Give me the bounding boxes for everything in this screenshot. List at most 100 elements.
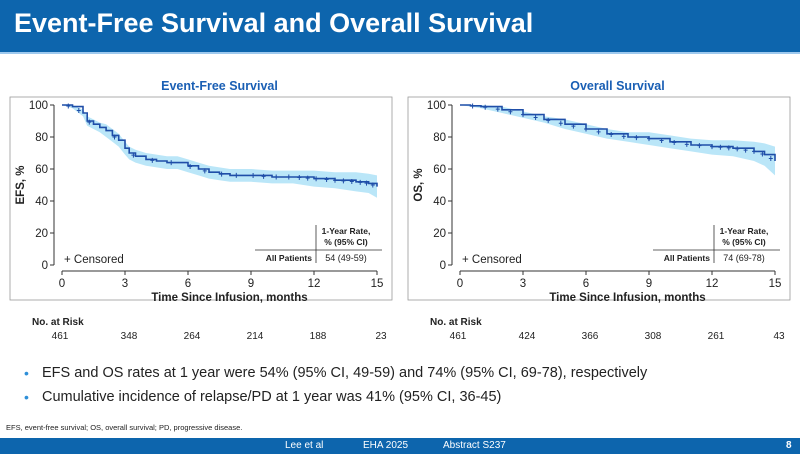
- censor-mark: [726, 145, 731, 151]
- at-risk-label: No. at Risk: [430, 317, 482, 328]
- censor-mark: [743, 147, 748, 153]
- y-tick-label: 40: [433, 196, 446, 208]
- censor-mark: [672, 139, 677, 145]
- y-axis-label: EFS, %: [15, 166, 27, 205]
- footer-bar: Lee et al EHA 2025 Abstract S237 8: [0, 438, 800, 454]
- at-risk-count: 461: [52, 331, 69, 342]
- censored-legend: + Censored: [462, 254, 522, 266]
- bullet-dot-icon: •: [24, 365, 29, 381]
- x-axis-label: Time Since Infusion, months: [151, 292, 307, 304]
- censor-mark: [169, 160, 174, 166]
- censor-mark: [131, 152, 136, 158]
- censor-mark: [286, 174, 291, 180]
- censor-mark: [364, 180, 369, 186]
- x-tick-label: 3: [520, 278, 526, 290]
- censor-mark: [261, 173, 266, 179]
- censor-mark: [188, 163, 193, 169]
- censor-mark: [634, 135, 639, 141]
- rate-table-row-label: All Patients: [266, 253, 313, 263]
- censor-mark: [752, 148, 756, 154]
- footer-abstract: Abstract S237: [443, 440, 506, 451]
- censor-mark: [112, 134, 117, 140]
- y-tick-label: 40: [35, 196, 48, 208]
- at-risk-count: 424: [519, 331, 536, 342]
- censored-legend: + Censored: [64, 254, 124, 266]
- bullet-list: • EFS and OS rates at 1 year were 54% (9…: [20, 362, 780, 410]
- bullet-dot-icon: •: [24, 389, 29, 405]
- at-risk-count: 261: [708, 331, 725, 342]
- y-tick-label: 20: [433, 228, 446, 240]
- rate-table-row-label: All Patients: [664, 253, 711, 263]
- y-tick-label: 0: [440, 260, 446, 272]
- title-bar: Event-Free Survival and Overall Survival: [0, 0, 800, 52]
- censor-mark: [621, 133, 626, 139]
- os-chart: Overall Survival 0 20 40 60 80 100 OS, % 0 3 6 9 12 1…: [398, 72, 798, 344]
- x-tick-label: 6: [583, 278, 589, 290]
- efs-chart-svg: Event-Free Survival 0 20 40 60 80 100 EFS, % 0 3 6…: [9, 79, 393, 342]
- rate-table-header: % (95% CI): [722, 237, 766, 247]
- chart-title: Event-Free Survival: [161, 79, 278, 93]
- censor-mark: [768, 155, 773, 161]
- censor-mark: [495, 106, 500, 112]
- confidence-band: [62, 105, 377, 198]
- x-tick-label: 12: [308, 278, 321, 290]
- footer-page-number: 8: [786, 440, 792, 451]
- censor-mark: [609, 131, 614, 137]
- bullet-text: EFS and OS rates at 1 year were 54% (95%…: [42, 365, 648, 381]
- x-tick-label: 12: [706, 278, 719, 290]
- at-risk-count: 461: [450, 331, 467, 342]
- censor-mark: [341, 178, 346, 184]
- bullet-item: • Cumulative incidence of relapse/PD at …: [20, 386, 780, 410]
- footer-author: Lee et al: [285, 440, 324, 451]
- censor-mark: [533, 114, 538, 120]
- os-chart-svg: Overall Survival 0 20 40 60 80 100 OS, % 0 3 6 9 12 1…: [407, 79, 791, 342]
- x-tick-label: 3: [122, 278, 128, 290]
- censor-mark: [718, 144, 723, 150]
- rate-table-header: 1-Year Rate,: [720, 226, 769, 236]
- at-risk-label: No. at Risk: [32, 317, 84, 328]
- censor-mark: [234, 172, 239, 178]
- censor-mark: [735, 146, 740, 152]
- censor-mark: [483, 104, 488, 110]
- rate-table-value: 74 (69-78): [723, 253, 765, 263]
- x-tick-label: 0: [457, 278, 463, 290]
- y-tick-label: 60: [35, 164, 48, 176]
- censor-mark: [684, 141, 689, 147]
- y-tick-label: 100: [427, 100, 446, 112]
- chart-title: Overall Survival: [570, 79, 665, 93]
- censor-mark: [697, 143, 702, 149]
- censor-mark: [333, 177, 337, 183]
- censor-mark: [470, 103, 475, 109]
- at-risk-count: 348: [121, 331, 138, 342]
- title-accent-line: [0, 52, 800, 54]
- rate-table-value: 54 (49-59): [325, 253, 367, 263]
- x-tick-label: 15: [371, 278, 384, 290]
- censor-mark: [358, 179, 363, 185]
- censor-mark: [87, 119, 92, 125]
- censor-mark: [202, 168, 207, 174]
- censor-mark: [546, 117, 551, 123]
- y-tick-label: 60: [433, 164, 446, 176]
- y-tick-label: 100: [29, 100, 48, 112]
- x-tick-label: 6: [185, 278, 191, 290]
- censor-mark: [558, 120, 563, 126]
- chart-frame: [407, 96, 791, 301]
- censor-mark: [584, 126, 588, 132]
- survival-curve: [460, 104, 776, 161]
- censor-mark: [596, 129, 601, 135]
- censor-mark: [251, 173, 256, 179]
- censor-mark: [370, 182, 375, 188]
- at-risk-count: 188: [310, 331, 327, 342]
- censor-mark: [659, 138, 664, 144]
- censor-mark: [508, 109, 513, 115]
- at-risk-count: 264: [184, 331, 201, 342]
- efs-chart: Event-Free Survival 0 20 40 60 80 100 EFS, % 0 3 6…: [0, 72, 400, 344]
- footer-meeting: EHA 2025: [363, 440, 409, 451]
- bullet-text: Cumulative incidence of relapse/PD at 1 …: [42, 389, 502, 405]
- censor-mark: [760, 151, 765, 157]
- at-risk-count: 43: [773, 331, 785, 342]
- x-axis-label: Time Since Infusion, months: [549, 292, 705, 304]
- censor-mark: [219, 171, 224, 177]
- censor-mark: [150, 157, 155, 163]
- x-tick-label: 0: [59, 278, 65, 290]
